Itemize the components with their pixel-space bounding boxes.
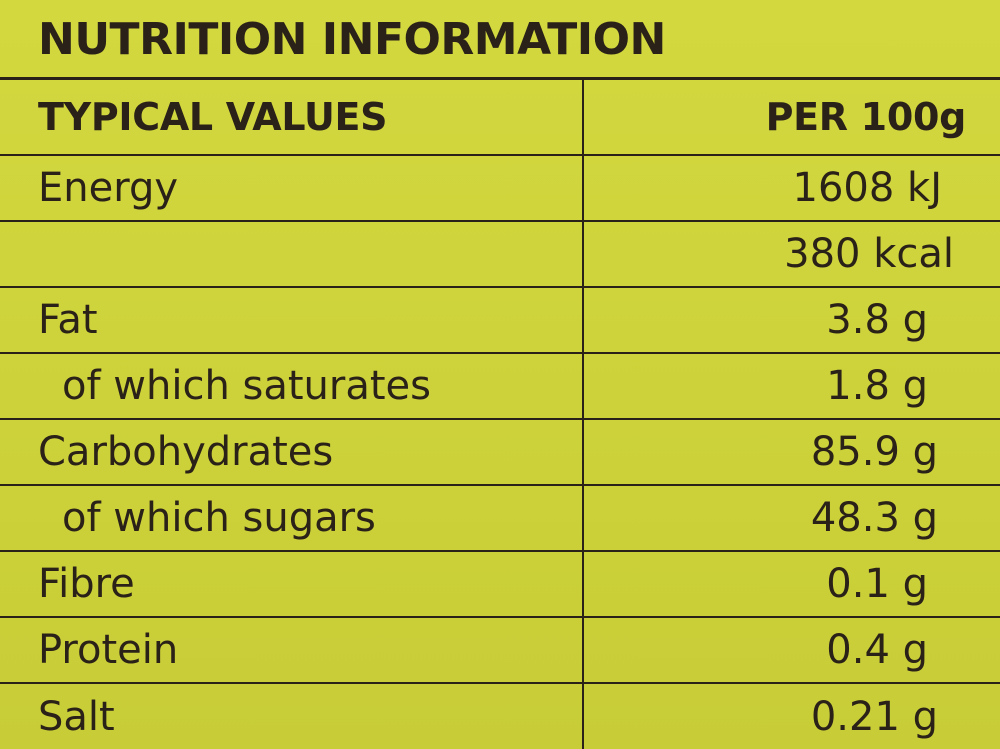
per-100g-header: PER 100g bbox=[583, 80, 1000, 156]
nutrient-name: Carbohydrates bbox=[0, 419, 584, 486]
table-row: 380 kcal bbox=[0, 221, 1000, 288]
nutrient-value: 380 kcal bbox=[583, 221, 1000, 288]
nutrient-value: 1608 kJ bbox=[583, 155, 1000, 222]
label-title: NUTRITION INFORMATION bbox=[0, 0, 1000, 80]
nutrient-name: Energy bbox=[0, 155, 584, 222]
table-row: of which saturates 1.8 g bbox=[0, 353, 1000, 420]
table-row: Fibre 0.1 g bbox=[0, 551, 1000, 618]
nutrient-name: of which sugars bbox=[0, 485, 584, 552]
nutrient-value: 0.1 g bbox=[583, 551, 1000, 618]
nutrient-name: Fat bbox=[0, 287, 584, 354]
nutrient-value: 85.9 g bbox=[583, 419, 1000, 486]
table-row: Energy 1608 kJ bbox=[0, 155, 1000, 222]
table-row: Fat 3.8 g bbox=[0, 287, 1000, 354]
nutrition-table: TYPICAL VALUES PER 100g Energy 1608 kJ 3… bbox=[0, 80, 1000, 749]
table-row: of which sugars 48.3 g bbox=[0, 485, 1000, 552]
nutrient-name: Fibre bbox=[0, 551, 584, 618]
nutrient-name: Salt bbox=[0, 683, 584, 749]
typical-values-header: TYPICAL VALUES bbox=[0, 80, 584, 156]
table-row: Protein 0.4 g bbox=[0, 617, 1000, 684]
table-row: Carbohydrates 85.9 g bbox=[0, 419, 1000, 486]
nutrient-name bbox=[0, 221, 584, 288]
nutrient-value: 48.3 g bbox=[583, 485, 1000, 552]
table-row: Salt 0.21 g bbox=[0, 683, 1000, 749]
nutrient-name: Protein bbox=[0, 617, 584, 684]
nutrient-value: 1.8 g bbox=[583, 353, 1000, 420]
nutrient-name: of which saturates bbox=[0, 353, 584, 420]
table-header-row: TYPICAL VALUES PER 100g bbox=[0, 80, 1000, 156]
nutrient-value: 0.21 g bbox=[810, 693, 938, 740]
nutrient-value: 3.8 g bbox=[583, 287, 1000, 354]
nutrient-value: 0.4 g bbox=[583, 617, 1000, 684]
